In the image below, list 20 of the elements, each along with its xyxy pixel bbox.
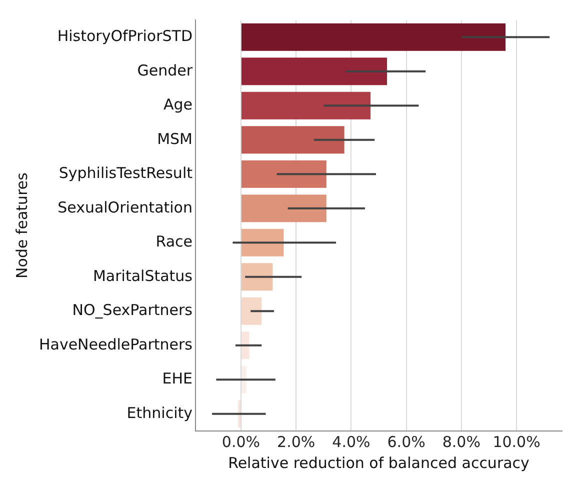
- y-tick-label: Race: [156, 232, 192, 251]
- x-tick-label: 6.0%: [387, 432, 426, 451]
- y-tick-label: Age: [163, 96, 192, 114]
- y-tick-label: MSM: [157, 130, 192, 148]
- y-axis-title: Node features: [12, 172, 31, 278]
- x-axis-title: Relative reduction of balanced accuracy: [228, 454, 530, 472]
- x-tick-label: 10.0%: [492, 432, 540, 451]
- y-tick-label: SyphilisTestResult: [58, 164, 193, 182]
- x-tick-label: 8.0%: [442, 432, 480, 451]
- y-tick-label: MaritalStatus: [92, 266, 193, 285]
- y-tick-label: Ethnicity: [126, 404, 193, 422]
- y-tick-label: NO_SexPartners: [72, 301, 193, 320]
- y-tick-label: SexualOrientation: [58, 198, 192, 216]
- y-tick-label: EHE: [162, 370, 192, 388]
- y-tick-label: HistoryOfPriorSTD: [57, 27, 192, 46]
- x-tick-label: 0.0%: [222, 432, 260, 451]
- x-tick-label: 2.0%: [277, 432, 316, 451]
- y-tick-label: Gender: [137, 61, 194, 80]
- x-tick-label: 4.0%: [332, 432, 370, 451]
- y-tick-label: HaveNeedlePartners: [38, 335, 193, 354]
